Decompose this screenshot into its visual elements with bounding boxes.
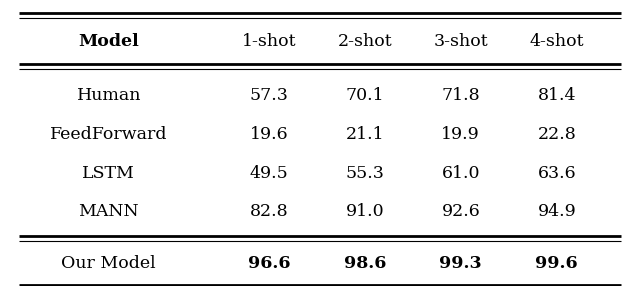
Text: Our Model: Our Model xyxy=(61,255,156,272)
Text: LSTM: LSTM xyxy=(83,164,135,182)
Text: 57.3: 57.3 xyxy=(250,87,288,104)
Text: 61.0: 61.0 xyxy=(442,164,480,182)
Text: 49.5: 49.5 xyxy=(250,164,288,182)
Text: 55.3: 55.3 xyxy=(346,164,384,182)
Text: 81.4: 81.4 xyxy=(538,87,576,104)
Text: FeedForward: FeedForward xyxy=(50,126,168,143)
Text: 1-shot: 1-shot xyxy=(241,33,296,50)
Text: 21.1: 21.1 xyxy=(346,126,384,143)
Text: 99.3: 99.3 xyxy=(440,255,482,272)
Text: 71.8: 71.8 xyxy=(442,87,480,104)
Text: 94.9: 94.9 xyxy=(538,203,576,220)
Text: 98.6: 98.6 xyxy=(344,255,386,272)
Text: 4-shot: 4-shot xyxy=(529,33,584,50)
Text: 2-shot: 2-shot xyxy=(337,33,392,50)
Text: 19.9: 19.9 xyxy=(442,126,480,143)
Text: 22.8: 22.8 xyxy=(538,126,576,143)
Text: Model: Model xyxy=(79,33,139,50)
Text: Human: Human xyxy=(77,87,141,104)
Text: 19.6: 19.6 xyxy=(250,126,288,143)
Text: 3-shot: 3-shot xyxy=(433,33,488,50)
Text: MANN: MANN xyxy=(79,203,139,220)
Text: 70.1: 70.1 xyxy=(346,87,384,104)
Text: 96.6: 96.6 xyxy=(248,255,290,272)
Text: 82.8: 82.8 xyxy=(250,203,288,220)
Text: 99.6: 99.6 xyxy=(536,255,578,272)
Text: 63.6: 63.6 xyxy=(538,164,576,182)
Text: 91.0: 91.0 xyxy=(346,203,384,220)
Text: 92.6: 92.6 xyxy=(442,203,480,220)
